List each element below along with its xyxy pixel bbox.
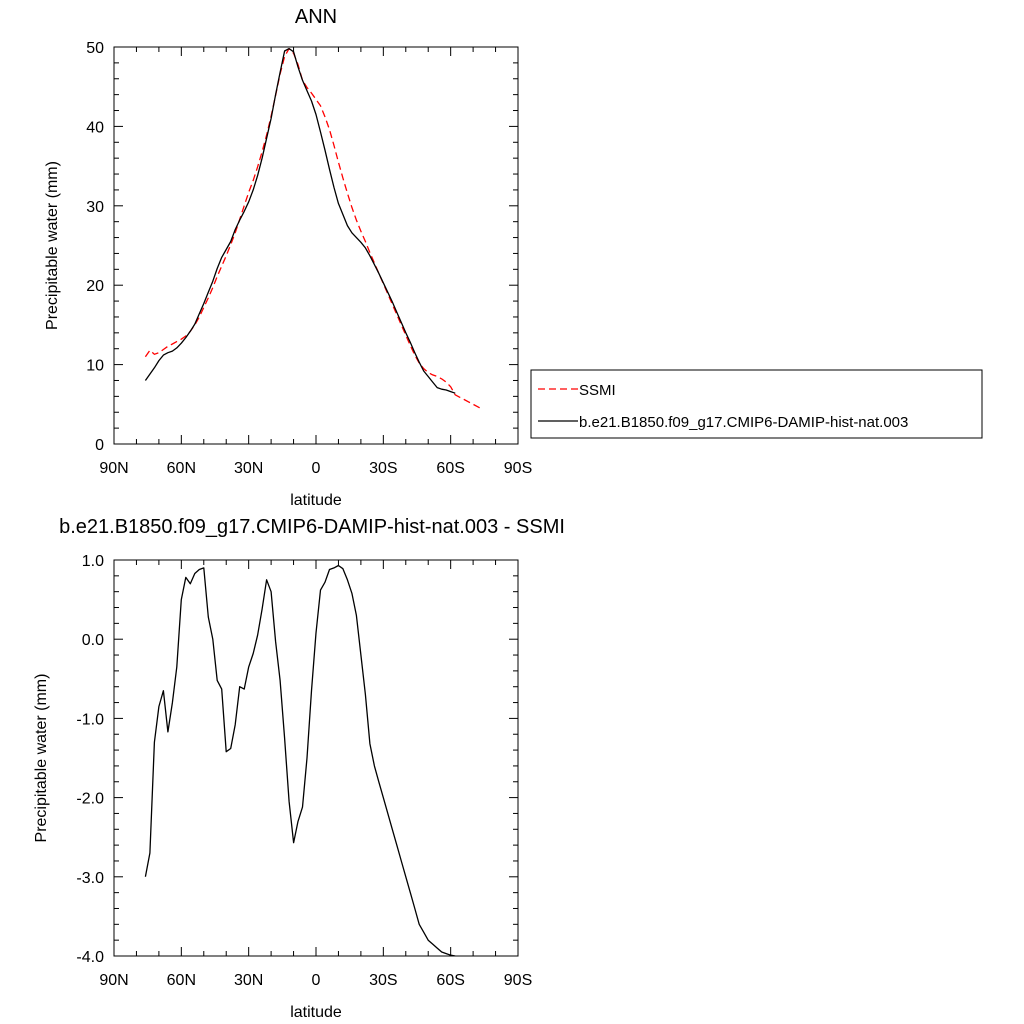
x-tick-label: 30N xyxy=(234,972,263,989)
chart-title: b.e21.B1850.f09_g17.CMIP6-DAMIP-hist-nat… xyxy=(59,516,565,538)
y-axis-label: Precipitable water (mm) xyxy=(44,161,61,330)
y-tick-label: -4.0 xyxy=(76,949,104,966)
x-tick-label: 60N xyxy=(167,972,196,989)
x-tick-label: 90S xyxy=(504,460,532,477)
plot-frame-1 xyxy=(113,559,519,957)
x-tick-label: 30N xyxy=(234,460,263,477)
chart-title: ANN xyxy=(295,6,337,28)
x-tick-label: 90N xyxy=(99,972,128,989)
series-line-ssmi xyxy=(144,47,483,410)
series-line-b-e21-b1850-f09-g17-cmip6-damip-hist-nat-003 xyxy=(144,47,456,394)
y-tick-label: -3.0 xyxy=(76,870,104,887)
y-tick-label: 20 xyxy=(86,278,104,295)
x-tick-label: 60S xyxy=(436,460,464,477)
x-tick-label: 90N xyxy=(99,460,128,477)
x-tick-label: 0 xyxy=(312,460,321,477)
series-line-difference xyxy=(144,564,456,956)
y-tick-label: 0.0 xyxy=(82,632,104,649)
x-tick-label: 30S xyxy=(369,460,397,477)
x-tick-label: 30S xyxy=(369,972,397,989)
legend-box xyxy=(530,369,983,439)
legend-label: b.e21.B1850.f09_g17.CMIP6-DAMIP-hist-nat… xyxy=(579,414,908,431)
x-axis-label: latitude xyxy=(290,1004,342,1021)
y-tick-label: 30 xyxy=(86,199,104,216)
y-tick-label: 50 xyxy=(86,40,104,57)
y-tick-label: -2.0 xyxy=(76,791,104,808)
y-tick-label: 0 xyxy=(95,437,104,454)
y-tick-label: 10 xyxy=(86,358,104,375)
x-tick-label: 60S xyxy=(436,972,464,989)
plot-frame-0 xyxy=(113,46,519,445)
y-tick-label: 40 xyxy=(86,119,104,136)
y-axis-label: Precipitable water (mm) xyxy=(33,674,50,843)
y-tick-label: 1.0 xyxy=(82,553,104,570)
y-tick-label: -1.0 xyxy=(76,711,104,728)
x-tick-label: 90S xyxy=(504,972,532,989)
legend-label: SSMI xyxy=(579,382,616,399)
x-tick-label: 60N xyxy=(167,460,196,477)
x-tick-label: 0 xyxy=(312,972,321,989)
x-axis-label: latitude xyxy=(290,492,342,509)
